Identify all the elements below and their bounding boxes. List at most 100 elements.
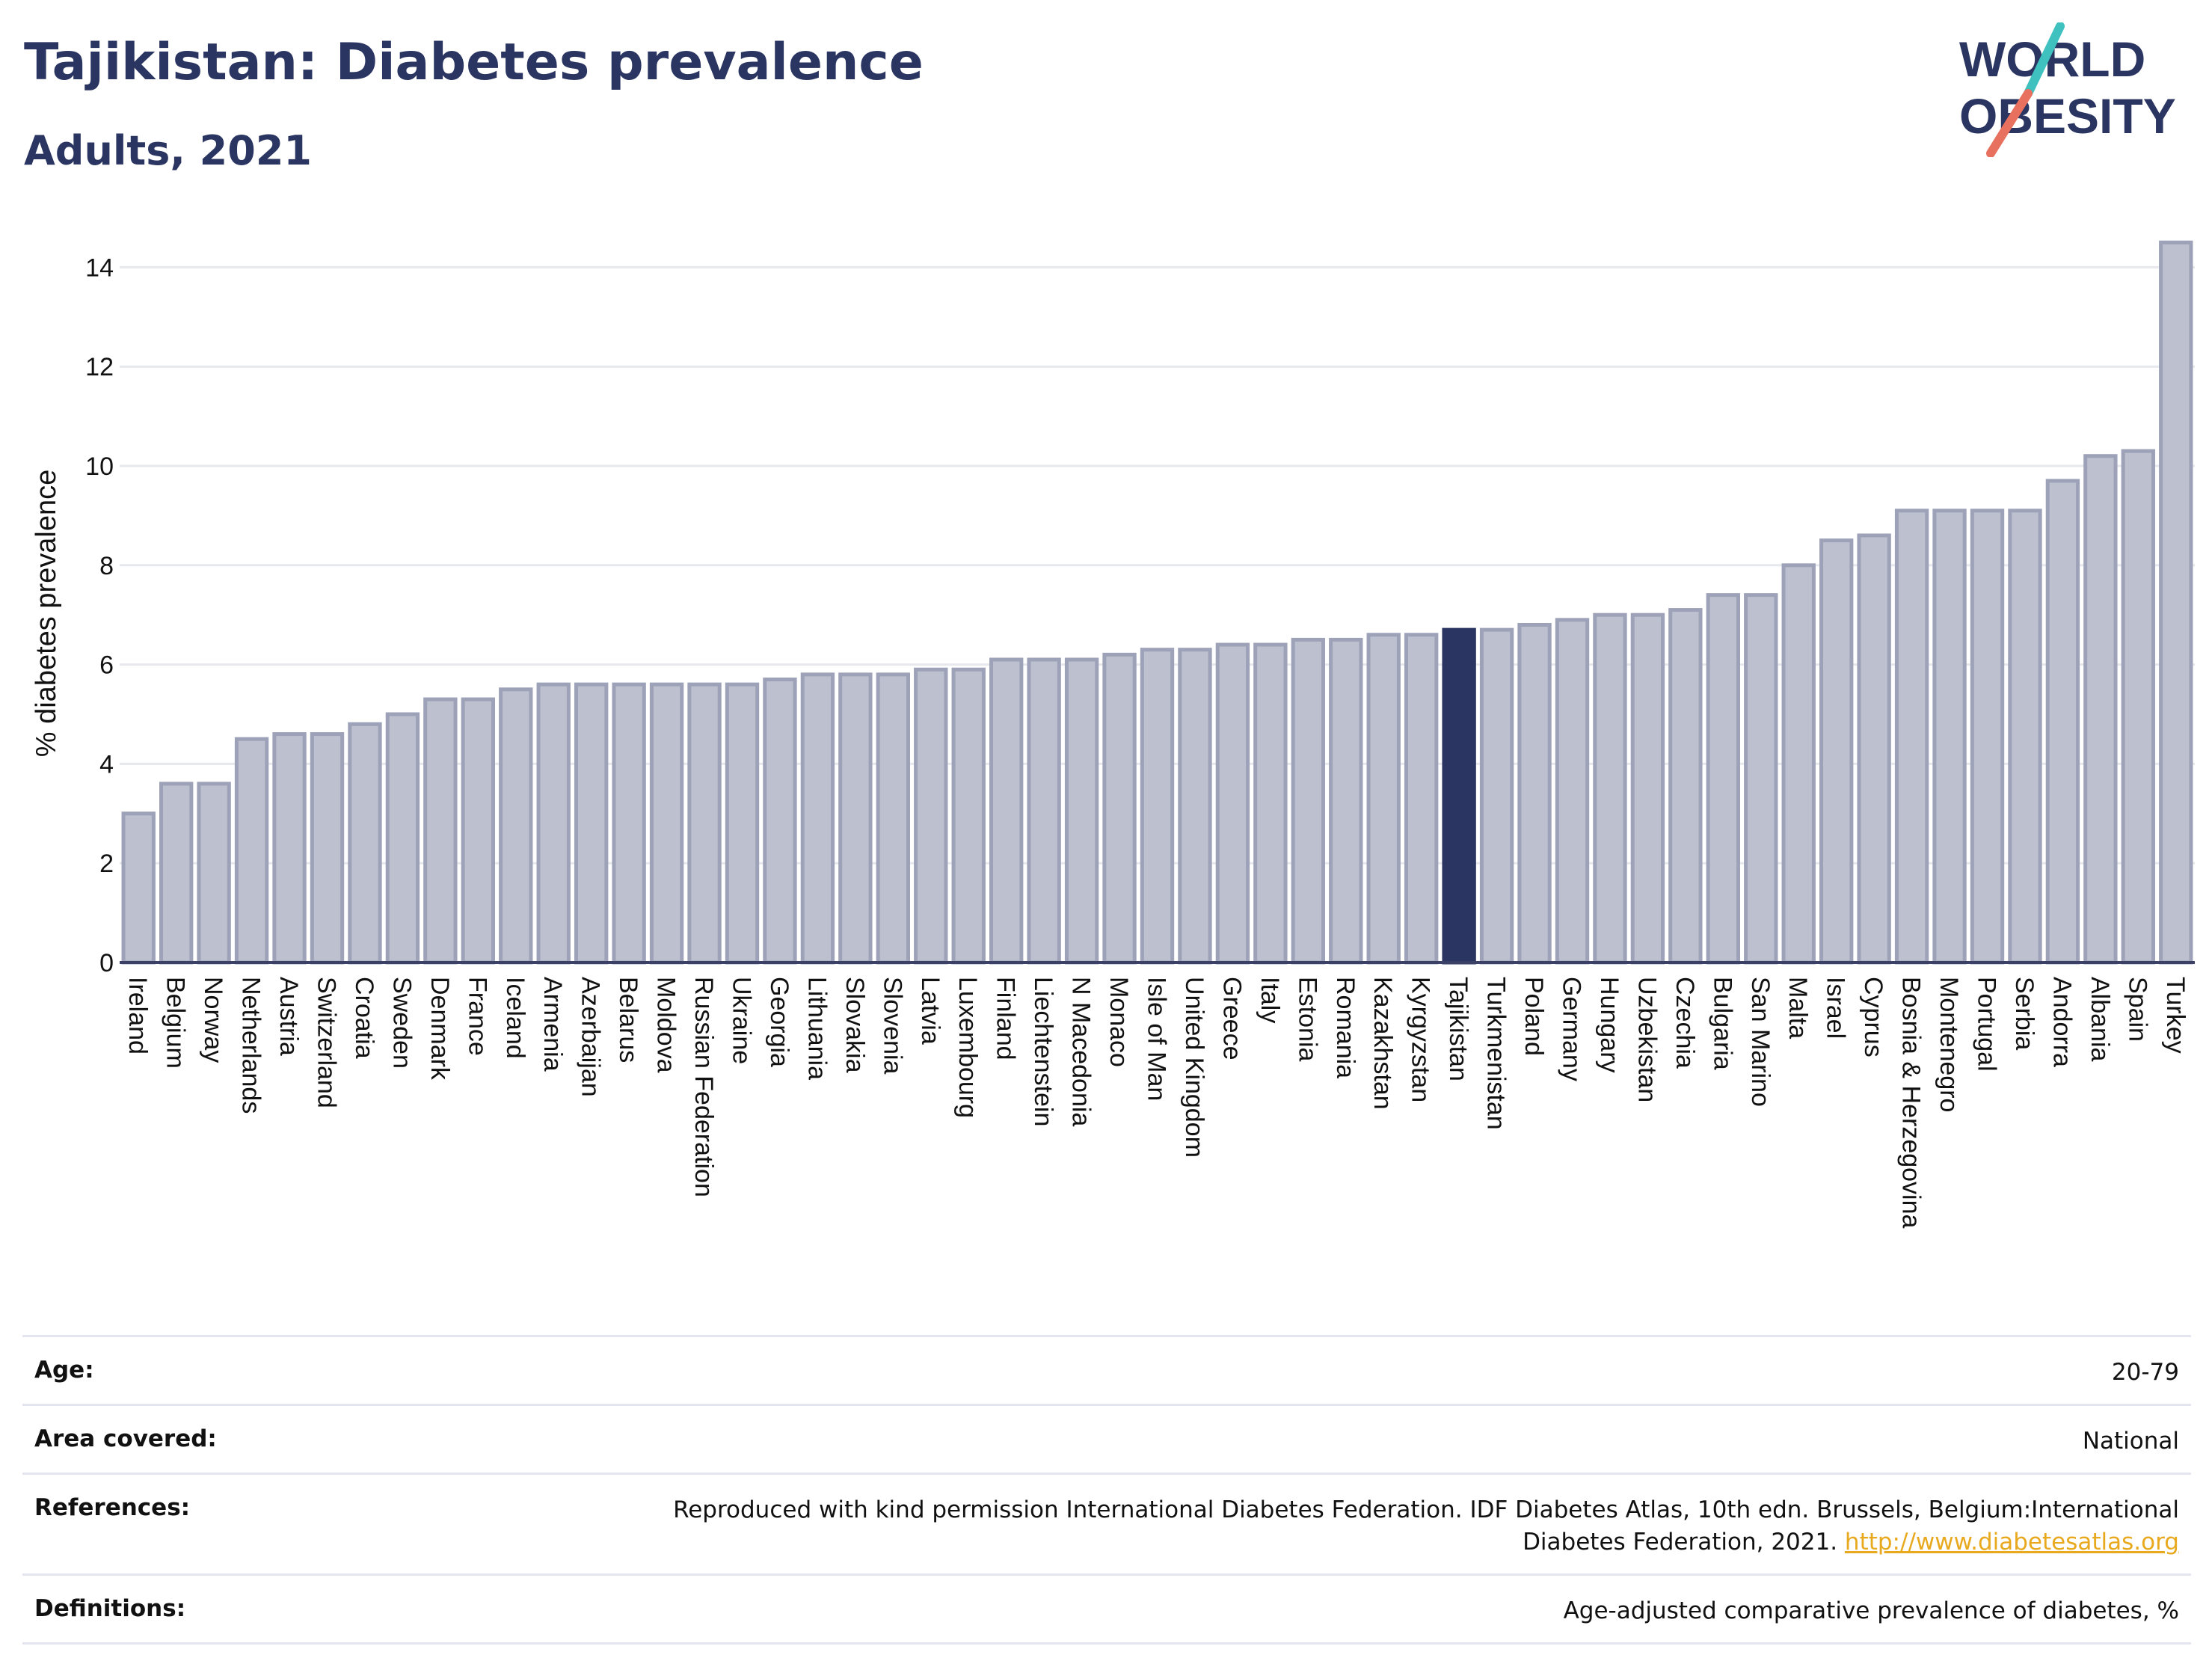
logo-text-obesity: OBESITY [1959, 88, 2176, 144]
x-tick-label: Andorra [2047, 977, 2076, 1067]
y-axis-label: % diabetes prevalence [31, 470, 62, 757]
info-row-age: Age: 20-79 [22, 1337, 2191, 1406]
x-tick-label: Bosnia & Herzegovina [1897, 977, 1926, 1229]
bar [1102, 652, 1137, 965]
bar [1253, 642, 1288, 965]
world-obesity-logo: WORLD OBESITY [1959, 22, 2176, 157]
x-tick-label: Kazakhstan [1368, 977, 1397, 1110]
x-tick-label: Belarus [614, 977, 642, 1063]
info-row-area: Area covered: National [22, 1406, 2191, 1475]
logo-slash-coral [1986, 89, 2033, 157]
x-tick-label: Israel [1822, 977, 1850, 1039]
bar [2159, 240, 2193, 965]
x-tick-label: Monaco [1105, 977, 1133, 1067]
bar [1027, 657, 1061, 965]
x-tick-label: Isle of Man [1143, 977, 1171, 1101]
x-tick-label: Czechia [1671, 977, 1699, 1069]
bar [1329, 637, 1363, 965]
x-tick-label: Croatia [350, 977, 378, 1059]
x-tick-label: Denmark [425, 977, 454, 1081]
x-tick-label: Sweden [387, 977, 416, 1069]
x-tick-label: Greece [1217, 977, 1246, 1060]
info-row-definitions: Definitions: Age-adjusted comparative pr… [22, 1576, 2191, 1645]
x-tick-label: Montenegro [1935, 977, 1963, 1112]
bar [1178, 648, 1212, 965]
x-tick-label: Armenia [538, 977, 567, 1072]
axes-layer: 0 2 4 6 8 10 12 14 Ireland Belgium Norway Netherlan… [85, 254, 2195, 1229]
bar [1555, 618, 1590, 965]
y-tick-label: 0 [99, 949, 114, 977]
x-tick-label: Slovenia [878, 977, 906, 1075]
references-link[interactable]: http://www.diabetesatlas.org [1844, 1529, 2179, 1556]
bar [1291, 637, 1325, 965]
bar [1366, 633, 1401, 965]
x-tick-label: N Macedonia [1067, 977, 1096, 1126]
bar [989, 657, 1024, 965]
y-tick-label: 8 [99, 552, 114, 580]
definitions-label: Definitions: [34, 1595, 186, 1622]
bar [385, 712, 420, 965]
x-tick-label: Serbia [2010, 977, 2039, 1050]
bar [2083, 454, 2118, 965]
bar [1932, 509, 1967, 965]
bars-layer [121, 240, 2193, 965]
bar [612, 682, 646, 965]
bar [725, 682, 760, 965]
x-tick-label: Moldova [652, 977, 681, 1073]
references-text: Reproduced with kind permission Internat… [673, 1496, 2179, 1556]
x-tick-label: Iceland [501, 977, 529, 1059]
x-tick-label: Germany [1558, 977, 1586, 1081]
page-title: Tajikistan: Diabetes prevalence [24, 33, 924, 92]
x-tick-label: Norway [199, 977, 227, 1063]
bar-highlight [1442, 627, 1476, 965]
x-tick-label: Kyrgyzstan [1407, 977, 1435, 1102]
area-value: National [2082, 1428, 2179, 1455]
bar [499, 687, 533, 965]
x-tick-label: San Marino [1746, 977, 1775, 1107]
x-tick-label: Uzbekistan [1632, 977, 1661, 1102]
x-tick-label: Luxembourg [953, 977, 982, 1118]
x-tick-label: Portugal [1973, 977, 2001, 1072]
x-tick-label: Austria [274, 977, 303, 1056]
x-tick-label: Belgium [162, 977, 190, 1069]
bar [838, 672, 873, 965]
area-label: Area covered: [34, 1425, 217, 1452]
bar [914, 667, 948, 965]
bar [649, 682, 684, 965]
bar [574, 682, 609, 965]
bar [951, 667, 986, 965]
x-tick-label: France [463, 977, 491, 1056]
bar [536, 682, 571, 965]
bar [197, 782, 231, 965]
logo-slash-teal [2024, 22, 2065, 98]
bar [348, 722, 382, 965]
bar [159, 782, 194, 965]
x-tick-label: Cyprus [1859, 977, 1887, 1057]
x-tick-label: Azerbaijan [577, 977, 605, 1097]
bar [1517, 622, 1552, 965]
x-tick-label: Georgia [765, 977, 793, 1067]
bar [2045, 479, 2080, 965]
bar [1479, 627, 1514, 965]
bar [1064, 657, 1099, 965]
bar-chart: 0 2 4 6 8 10 12 14 Ireland Belgium Norway Netherlan… [31, 240, 2195, 1229]
bar [876, 672, 910, 965]
bar [310, 732, 345, 965]
references-label: References: [34, 1494, 191, 1521]
bar [121, 811, 156, 965]
bar [1215, 642, 1250, 965]
x-tick-label: Malta [1784, 977, 1812, 1039]
x-tick-label: Ireland [123, 977, 152, 1054]
info-table: Age: 20-79 Area covered: National Refere… [22, 1335, 2191, 1645]
bar [234, 737, 269, 965]
bar [1668, 608, 1703, 965]
bar [1857, 533, 1891, 965]
x-tick-label: Russian Federation [689, 977, 718, 1197]
x-tick-label: Tajikistan [1444, 977, 1472, 1081]
age-label: Age: [34, 1357, 94, 1384]
y-tick-label: 10 [85, 452, 114, 481]
bar [687, 682, 722, 965]
x-tick-label: Poland [1520, 977, 1548, 1056]
x-tick-label: Turkmenistan [1482, 977, 1511, 1130]
x-tick-label: Spain [2123, 977, 2151, 1042]
